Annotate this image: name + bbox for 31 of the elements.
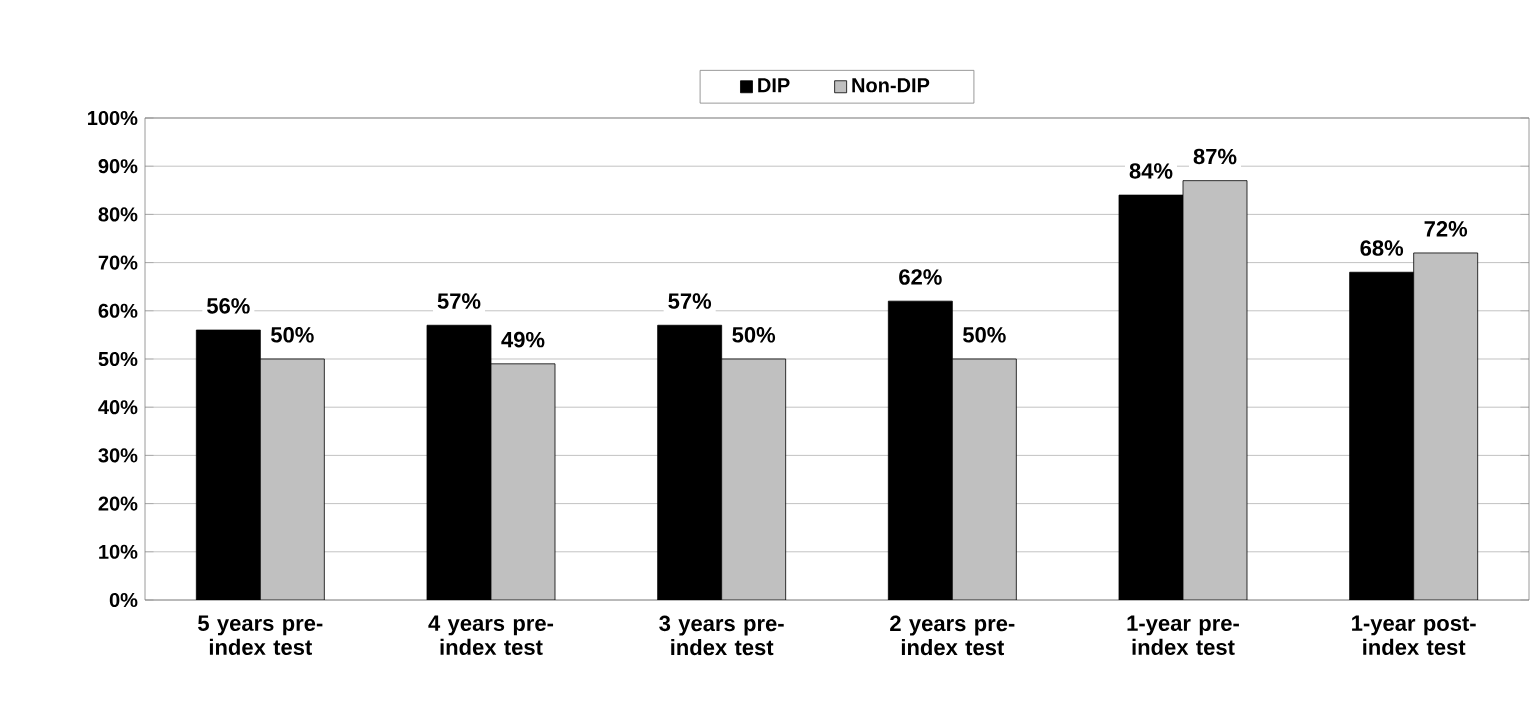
- y-tick-label: 60%: [98, 303, 138, 318]
- data-label: 62%: [899, 269, 942, 285]
- data-label: 57%: [668, 293, 712, 309]
- y-tick-label: 100%: [88, 110, 138, 126]
- data-label: 84%: [1129, 163, 1173, 179]
- y-tick-label: 40%: [98, 400, 138, 415]
- x-tick-label: 1-year pre-index test: [1127, 615, 1239, 655]
- x-tick-label: 1-year post-index test: [1352, 615, 1476, 655]
- y-tick-label: 30%: [98, 448, 138, 463]
- x-tick-label: 4 years pre-index test: [428, 615, 554, 655]
- y-tick-label: 0%: [109, 592, 138, 608]
- legend-label: DIP: [758, 78, 790, 93]
- legend-label: Non-DIP: [852, 78, 930, 93]
- y-tick-label: 10%: [99, 544, 138, 559]
- data-label: 49%: [501, 331, 545, 348]
- y-tick-label: 80%: [98, 207, 138, 222]
- data-label: 50%: [732, 327, 776, 343]
- data-label: 57%: [437, 293, 481, 309]
- y-tick-label: 50%: [98, 351, 138, 367]
- data-label: 72%: [1424, 221, 1468, 237]
- x-tick-label: 2 years pre-index test: [890, 615, 1015, 656]
- y-tick-label: 70%: [98, 255, 138, 270]
- data-label: 56%: [207, 298, 250, 314]
- x-tick-label: 5 years pre-index test: [198, 615, 323, 655]
- y-tick-label: 20%: [98, 496, 138, 511]
- x-tick-label: 3 years pre-index test: [659, 615, 784, 656]
- data-label: 87%: [1193, 148, 1237, 165]
- data-label: 50%: [963, 327, 1006, 343]
- data-label: 50%: [271, 327, 314, 343]
- data-label: 68%: [1360, 240, 1404, 256]
- y-tick-label: 90%: [98, 159, 138, 174]
